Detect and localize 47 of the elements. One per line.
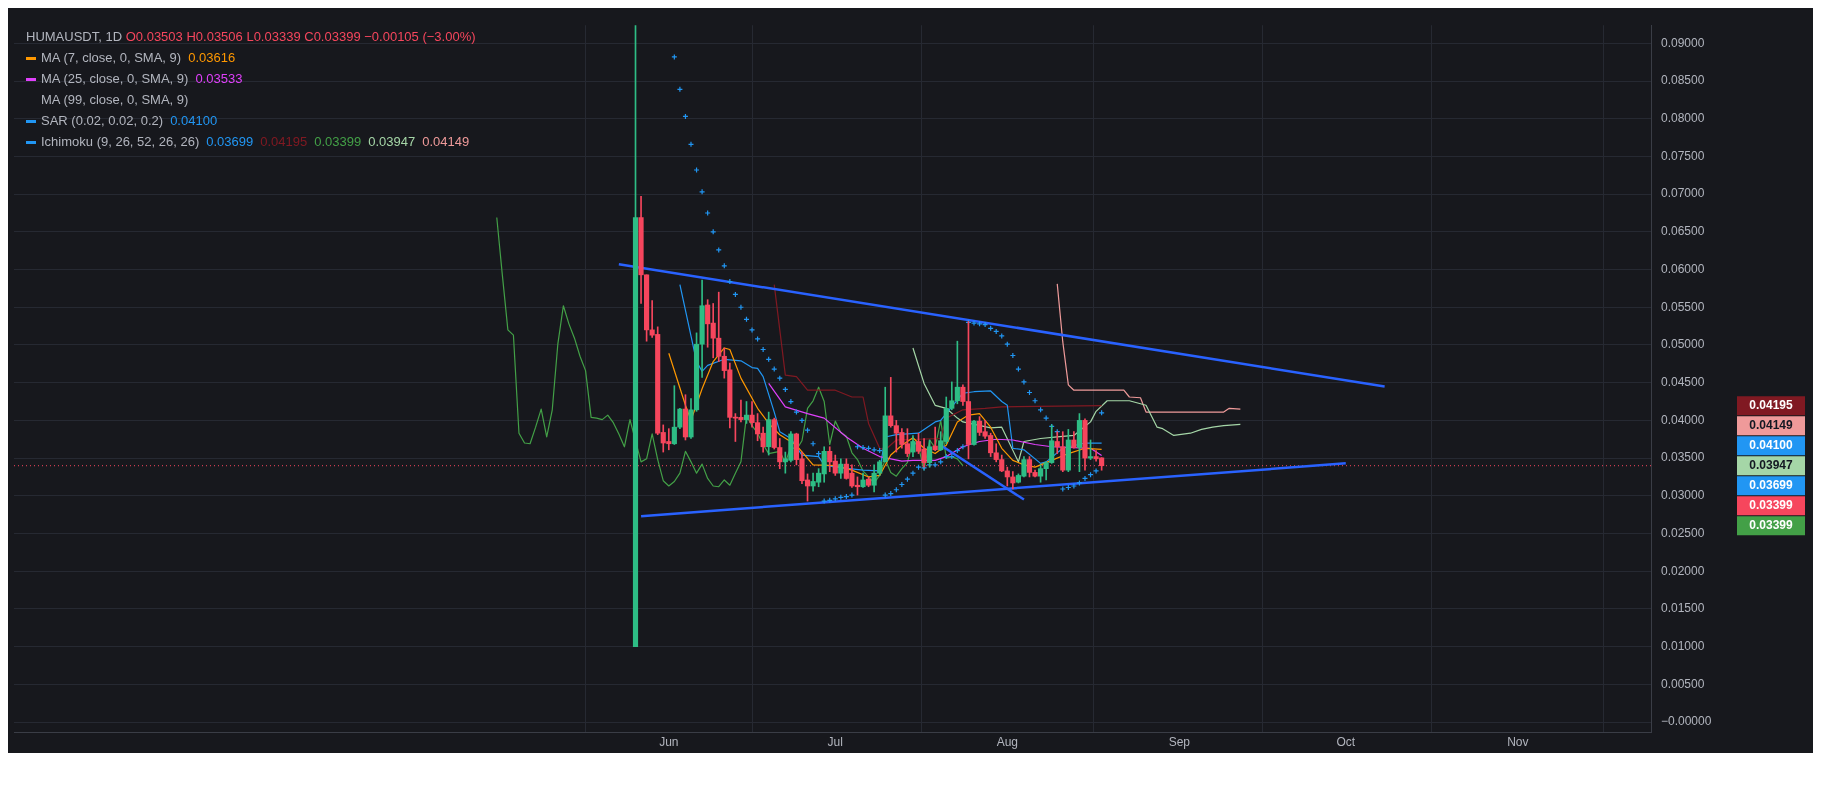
- y-tick-label: 0.06500: [1661, 224, 1705, 239]
- annotation: 0.04195: [260, 134, 308, 149]
- annotation: 0.03533: [195, 71, 243, 86]
- y-tick-label: 0.03000: [1661, 488, 1705, 503]
- y-tick-label: 0.01500: [1661, 601, 1705, 616]
- y-tick-label: 0.08500: [1661, 73, 1705, 88]
- text: 0.04149: [1749, 417, 1794, 432]
- x-tick-label: Sep: [1168, 735, 1191, 750]
- annotation: 0.03399: [314, 134, 362, 149]
- legend-label: SAR (0.02, 0.02, 0.2): [41, 113, 164, 128]
- x-tick-label: Jul: [827, 735, 843, 750]
- annotation: 0.03947: [368, 134, 416, 149]
- text: 0.03399: [1749, 517, 1794, 532]
- y-tick-label: 0.03500: [1661, 450, 1705, 465]
- y-tick-label: 0.04500: [1661, 374, 1705, 389]
- legend-label: MA (7, close, 0, SMA, 9): [41, 50, 182, 65]
- y-tick-label: 0.06000: [1661, 261, 1705, 276]
- y-tick-label: 0.01000: [1661, 638, 1705, 653]
- x-tick-label: Jun: [659, 735, 679, 750]
- chart-subtitle: O0.03503 H0.03506 L0.03339 C0.03399 −0.00105 (−3.00%): [125, 29, 476, 44]
- y-tick-label: 0.00500: [1661, 676, 1705, 691]
- y-tick-label: −0.00000: [1661, 714, 1712, 729]
- y-tick-label: 0.09000: [1661, 35, 1705, 50]
- text: 0.03947: [1749, 457, 1794, 472]
- y-tick-label: 0.05000: [1661, 337, 1705, 352]
- legend-label: Ichimoku (9, 26, 52, 26, 26): [41, 134, 200, 149]
- y-tick-label: 0.02500: [1661, 525, 1705, 540]
- text: 0.04195: [1749, 397, 1794, 412]
- annotation: 0.03699: [206, 134, 254, 149]
- x-tick-label: Nov: [1507, 735, 1529, 750]
- chart-title: HUMAUSDT, 1D: [26, 29, 123, 44]
- annotation: 0.04149: [422, 134, 470, 149]
- annotation: 0.03616: [188, 50, 236, 65]
- text: 0.03699: [1749, 477, 1794, 492]
- x-tick-label: Aug: [996, 735, 1018, 750]
- y-tick-label: 0.05500: [1661, 299, 1705, 314]
- y-tick-label: 0.02000: [1661, 563, 1705, 578]
- y-tick-label: 0.08000: [1661, 111, 1705, 126]
- x-tick-label: Oct: [1336, 735, 1356, 750]
- text: 0.04100: [1749, 437, 1794, 452]
- y-tick-label: 0.07500: [1661, 148, 1705, 163]
- text: 0.03399: [1749, 497, 1794, 512]
- annotation: 0.04100: [170, 113, 218, 128]
- legend-label: MA (25, close, 0, SMA, 9): [41, 71, 189, 86]
- y-tick-label: 0.07000: [1661, 186, 1705, 201]
- annotation: MA (99, close, 0, SMA, 9): [41, 92, 189, 107]
- y-tick-label: 0.04000: [1661, 412, 1705, 427]
